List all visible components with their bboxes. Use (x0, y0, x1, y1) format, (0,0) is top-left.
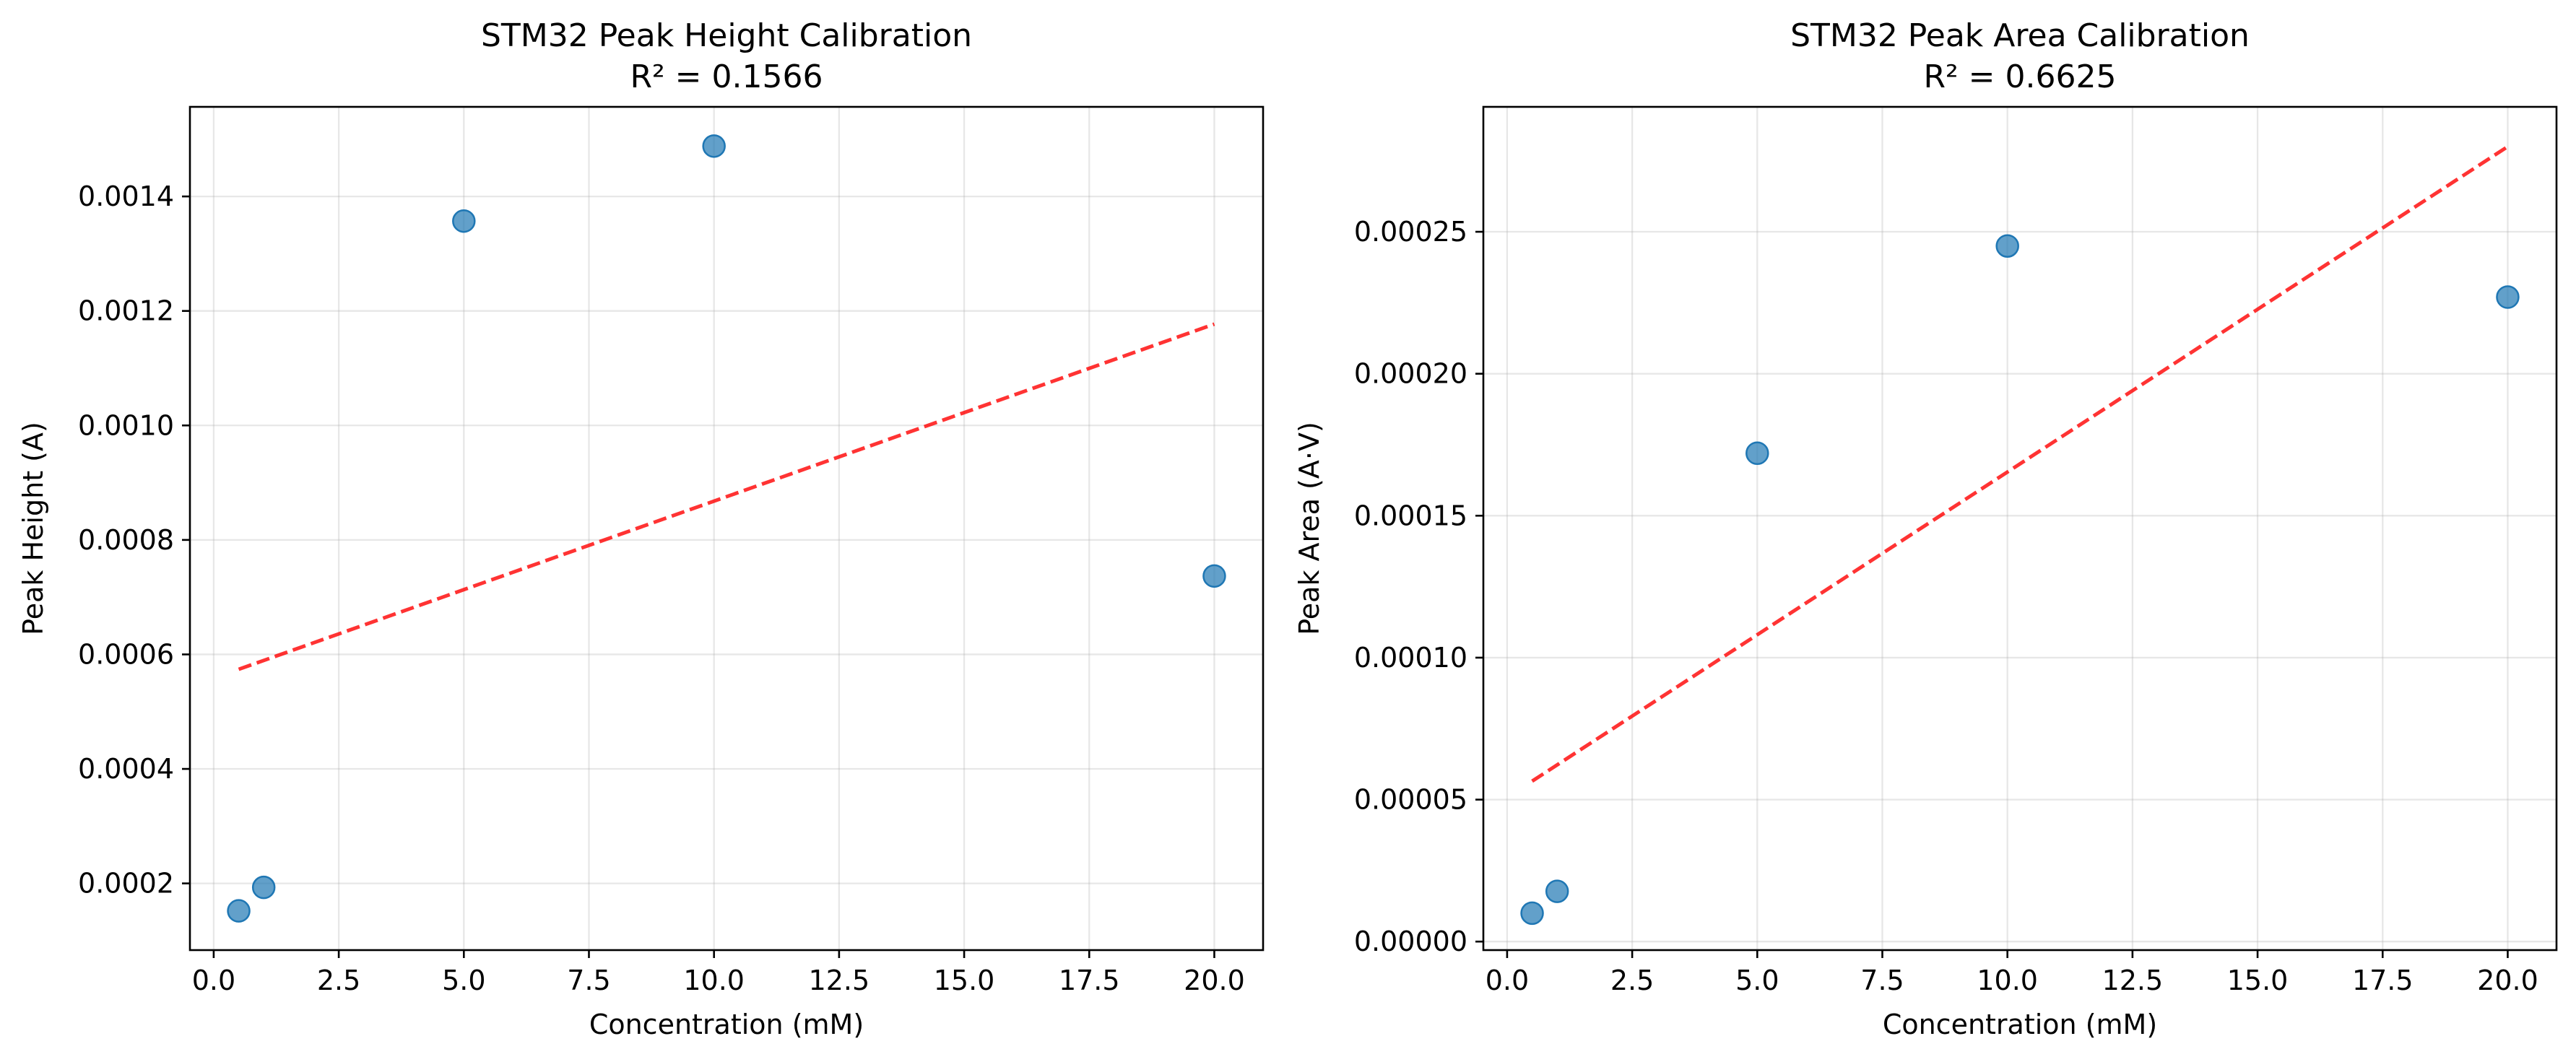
height-x-tick-label: 7.5 (567, 965, 610, 996)
height-data-point (251, 875, 276, 900)
height-chart-title: STM32 Peak Height Calibration (481, 17, 972, 54)
area-plot-frame (1482, 105, 2558, 952)
area-data-point (2496, 285, 2520, 309)
height-x-tick-label: 20.0 (1184, 965, 1245, 996)
area-x-tick-label: 20.0 (2477, 965, 2538, 996)
height-y-tick-label: 0.0004 (78, 753, 174, 785)
height-x-tick-label: 10.0 (683, 965, 745, 996)
area-data-point (1545, 879, 1569, 903)
height-data-point (227, 899, 251, 923)
height-data-point (702, 134, 726, 158)
height-y-tick-label: 0.0012 (78, 295, 174, 327)
area-y-ticks: 0.00000 0.00005 0.00010 0.00015 0.00020 0.000… (1354, 216, 1483, 957)
area-y-tick-label: 0.00015 (1354, 500, 1467, 531)
height-points (227, 134, 1226, 923)
area-x-tick-label: 12.5 (2102, 965, 2164, 996)
area-x-tick-label: 5.0 (1735, 965, 1779, 996)
height-y-tick-label: 0.0014 (78, 180, 174, 212)
height-calibration-panel: STM32 Peak Height Calibration R² = 0.156… (17, 17, 1265, 1040)
area-x-tick-label: 10.0 (1977, 965, 2038, 996)
area-y-tick-label: 0.00000 (1354, 926, 1467, 957)
area-y-tick-label: 0.00020 (1354, 358, 1467, 390)
area-x-tick-label: 0.0 (1486, 965, 1529, 996)
area-y-tick-label: 0.00010 (1354, 642, 1467, 674)
height-data-point (452, 209, 476, 233)
area-x-ticks: 0.0 2.5 5.0 7.5 10.0 12.5 15.0 17.5 20.0 (1486, 950, 2538, 996)
height-y-tick-label: 0.0002 (78, 868, 174, 900)
area-points (1520, 234, 2520, 926)
area-chart-r2: R² = 0.6625 (1923, 58, 2116, 95)
height-x-tick-label: 12.5 (809, 965, 870, 996)
height-fit-line-group (238, 322, 1215, 671)
height-x-ticks: 0.0 2.5 5.0 7.5 10.0 12.5 15.0 17.5 20.0 (192, 950, 1245, 996)
height-x-tick-label: 0.0 (192, 965, 235, 996)
area-x-tick-label: 17.5 (2352, 965, 2414, 996)
height-plot-frame (188, 105, 1265, 952)
area-data-point (1995, 234, 2019, 258)
height-x-tick-label: 17.5 (1059, 965, 1120, 996)
height-chart-r2: R² = 0.1566 (630, 58, 823, 95)
area-fit-line-group (1531, 144, 2509, 783)
height-y-axis-label: Peak Height (A) (17, 422, 49, 635)
area-y-tick-label: 0.00005 (1354, 784, 1467, 816)
area-calibration-panel: STM32 Peak Area Calibration R² = 0.6625 … (1293, 17, 2558, 1040)
area-grid (1483, 107, 2557, 950)
area-x-tick-label: 15.0 (2227, 965, 2289, 996)
height-x-axis-label: Concentration (mM) (589, 1009, 864, 1040)
area-y-axis-label: Peak Area (A·V) (1293, 422, 1325, 635)
height-grid (190, 107, 1263, 950)
area-x-axis-label: Concentration (mM) (1883, 1009, 2157, 1040)
height-x-tick-label: 5.0 (442, 965, 485, 996)
height-x-tick-label: 15.0 (934, 965, 995, 996)
area-x-tick-label: 7.5 (1860, 965, 1904, 996)
area-x-tick-label: 2.5 (1610, 965, 1654, 996)
height-x-tick-label: 2.5 (317, 965, 360, 996)
area-data-point (1520, 901, 1544, 926)
area-chart-title: STM32 Peak Area Calibration (1790, 17, 2250, 54)
area-fit-line (1531, 144, 2509, 783)
height-y-tick-label: 0.0008 (78, 524, 174, 556)
height-y-tick-label: 0.0006 (78, 638, 174, 670)
height-data-point (1202, 564, 1226, 588)
height-fit-line (238, 322, 1215, 671)
height-y-tick-label: 0.0010 (78, 409, 174, 441)
area-data-point (1745, 441, 1769, 466)
area-y-tick-label: 0.00025 (1354, 216, 1467, 248)
height-y-ticks: 0.0002 0.0004 0.0006 0.0008 0.0010 0.0012 0.00… (78, 180, 190, 900)
